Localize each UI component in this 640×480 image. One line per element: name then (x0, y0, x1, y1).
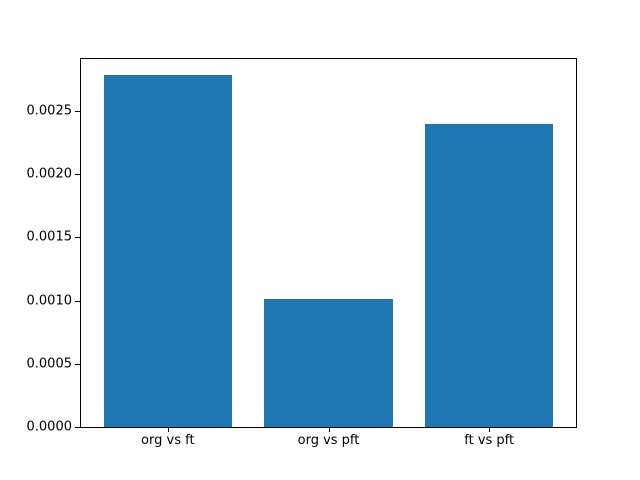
bar-ft-vs-pft (424, 123, 554, 427)
y-tick-mark (75, 174, 80, 176)
y-tick-mark (75, 427, 80, 428)
y-tick-mark (75, 110, 80, 112)
y-tick-label: 0.0010 (26, 293, 73, 308)
bar-org-vs-pft (264, 299, 393, 427)
x-tick-mark (328, 427, 330, 432)
x-tick-label: org vs ft (141, 433, 195, 448)
x-tick-label: org vs pft (297, 433, 360, 448)
bar-org-vs-ft (103, 75, 233, 427)
x-tick-mark (167, 427, 169, 432)
y-tick-label: 0.0015 (26, 229, 73, 245)
y-tick-label: 0.0000 (26, 419, 73, 435)
plot-area (80, 58, 577, 428)
y-tick-label: 0.0025 (26, 103, 73, 119)
y-tick-label: 0.0020 (26, 166, 73, 182)
x-tick-mark (489, 427, 491, 432)
y-tick-mark (75, 363, 80, 365)
x-tick-label: ft vs pft (464, 433, 515, 448)
y-tick-label: 0.0005 (26, 356, 73, 372)
y-tick-mark (75, 237, 80, 239)
y-tick-mark (75, 300, 80, 302)
